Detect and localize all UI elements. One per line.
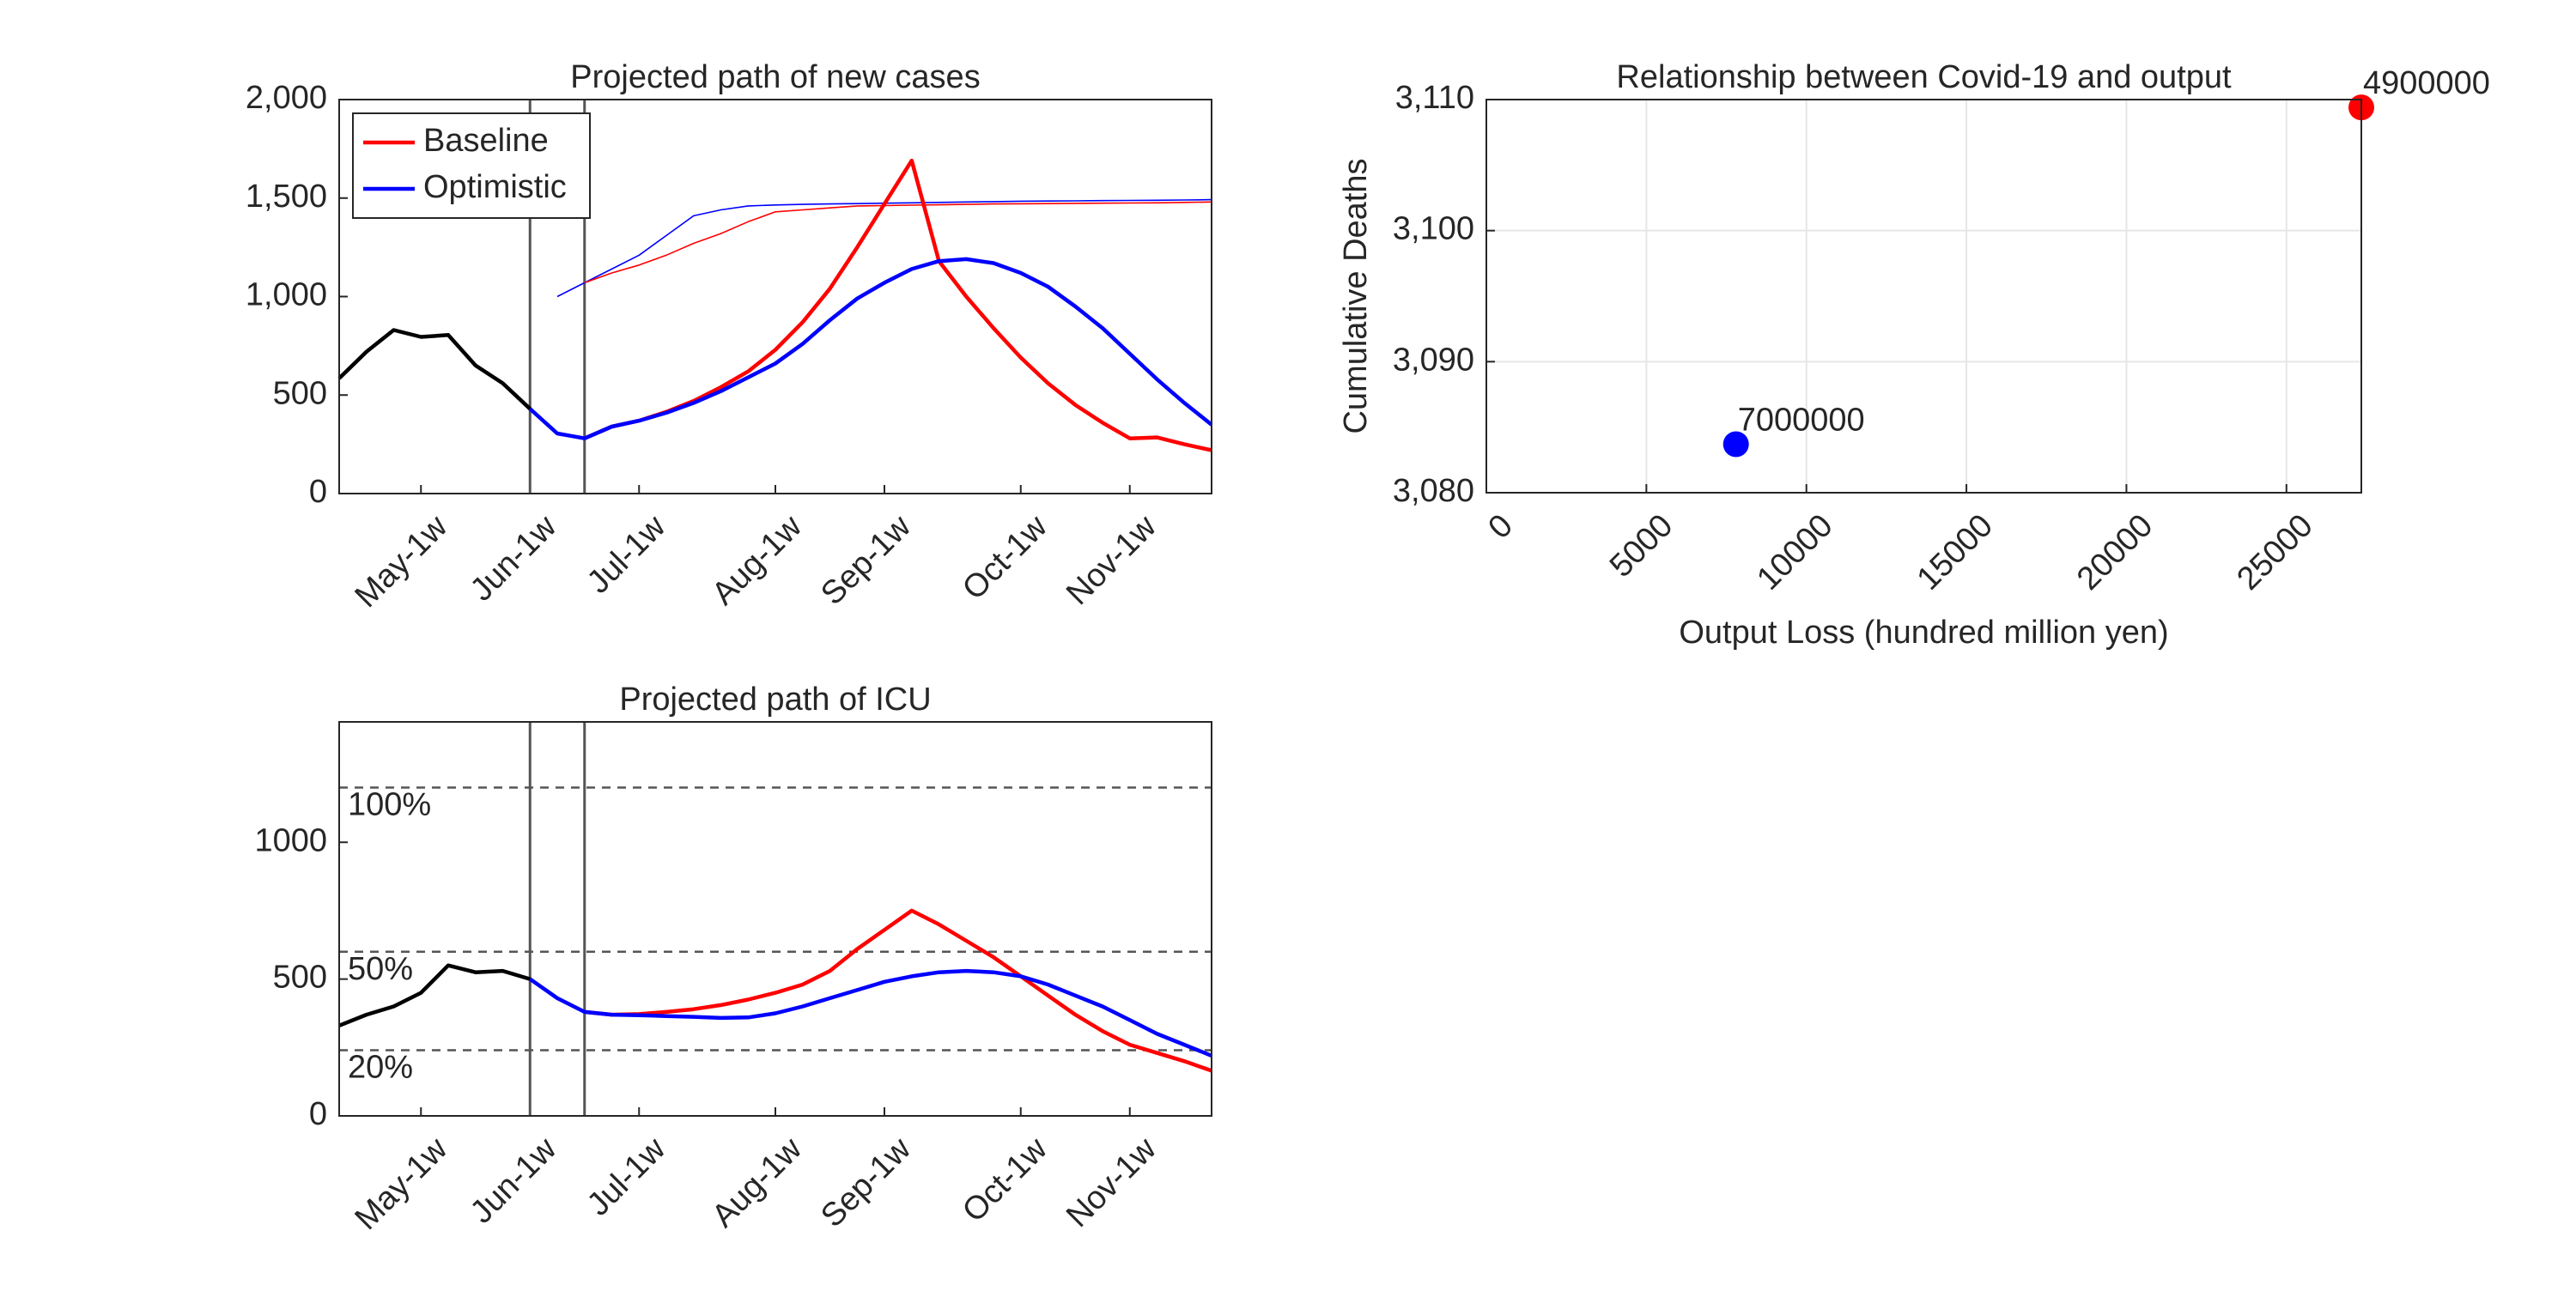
axes-frame bbox=[338, 721, 1212, 1117]
series-line bbox=[528, 257, 1213, 440]
y-tick-label: 1,500 bbox=[246, 179, 327, 215]
legend-box bbox=[352, 112, 591, 219]
series-line bbox=[337, 328, 532, 410]
y-tick-label: 3,090 bbox=[1393, 342, 1474, 378]
y-tick-label: 500 bbox=[273, 960, 327, 996]
y-axis-label: Cumulative Deaths bbox=[1338, 158, 1374, 433]
y-tick-label: 0 bbox=[309, 1096, 327, 1132]
y-tick-label: 3,080 bbox=[1393, 473, 1474, 509]
point-label: 4900000 bbox=[2363, 65, 2490, 101]
x-axis-label: Output Loss (hundred million yen) bbox=[1679, 615, 2168, 651]
y-tick-label: 3,100 bbox=[1393, 211, 1474, 247]
chart-title: Relationship between Covid-19 and output bbox=[1616, 59, 2232, 95]
y-tick-label: 1000 bbox=[254, 822, 327, 858]
y-tick-label: 0 bbox=[309, 474, 327, 510]
y-tick-label: 500 bbox=[273, 375, 327, 411]
scatter-point bbox=[1722, 431, 1749, 458]
y-tick-label: 1,000 bbox=[246, 277, 327, 313]
capacity-label: 20% bbox=[348, 1050, 413, 1086]
capacity-label: 100% bbox=[348, 787, 431, 823]
y-tick-label: 3,110 bbox=[1395, 80, 1474, 116]
legend-label: Baseline bbox=[423, 123, 549, 159]
point-label: 7000000 bbox=[1738, 403, 1865, 439]
axes-frame bbox=[1485, 99, 2362, 494]
capacity-label: 50% bbox=[348, 951, 413, 987]
chart-title: Projected path of new cases bbox=[570, 59, 980, 95]
chart-title: Projected path of ICU bbox=[619, 682, 931, 718]
series-line bbox=[529, 968, 1212, 1058]
legend-label: Optimistic bbox=[423, 169, 567, 205]
series-line bbox=[338, 963, 531, 1027]
series-line bbox=[584, 201, 1212, 284]
series-line bbox=[584, 908, 1212, 1073]
axes-frame bbox=[338, 99, 1212, 494]
y-tick-label: 2,000 bbox=[246, 80, 327, 116]
